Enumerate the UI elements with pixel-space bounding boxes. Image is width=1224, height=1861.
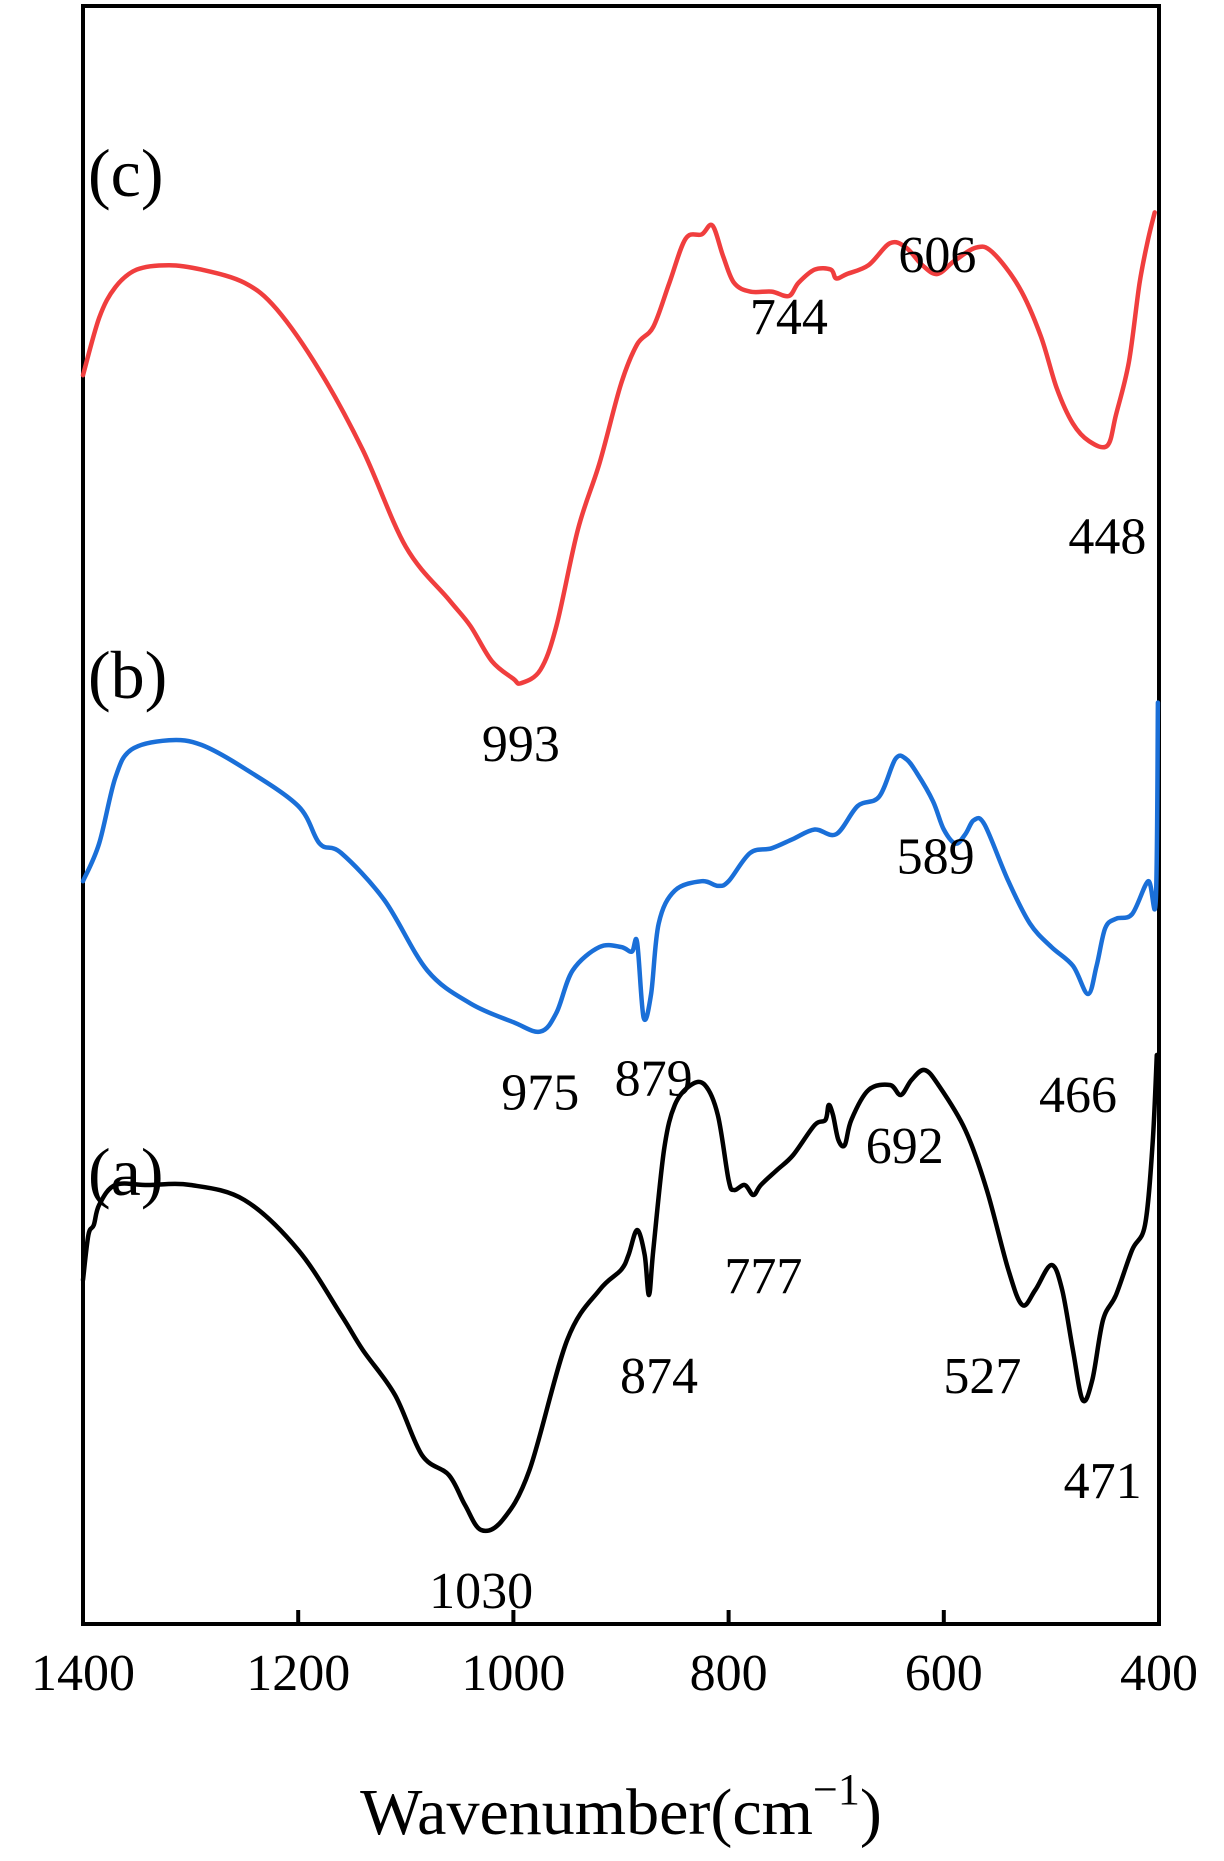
x-axis-title-superscript: −1 [813, 1765, 860, 1814]
x-tick-label-1000: 1000 [461, 1645, 565, 1702]
peak-label-466: 466 [1039, 1067, 1117, 1124]
peak-label-448: 448 [1068, 509, 1146, 566]
x-tick-label-400: 400 [1120, 1645, 1198, 1702]
x-tick-label-1200: 1200 [246, 1645, 350, 1702]
series-line-a [80, 1052, 1160, 1534]
x-tick-label-600: 600 [905, 1645, 983, 1702]
peak-label-993: 993 [482, 716, 560, 773]
series-layer [80, 210, 1161, 1534]
peak-label-589: 589 [897, 829, 975, 886]
series-line-b [80, 700, 1161, 1035]
series-line-c [80, 210, 1157, 686]
x-axis-ticks: 1400 1200 1000 800 600 400 [31, 1610, 1198, 1702]
peak-label-744: 744 [750, 289, 828, 346]
peak-label-874: 874 [620, 1348, 698, 1405]
peak-label-606: 606 [898, 227, 976, 284]
panel-label-c: (c) [88, 135, 163, 211]
peak-label-777: 777 [724, 1248, 802, 1305]
peak-label-692: 692 [866, 1118, 944, 1175]
panel-label-b: (b) [88, 637, 167, 713]
peak-label-879: 879 [615, 1051, 693, 1108]
peak-label-527: 527 [943, 1348, 1021, 1405]
peak-label-471: 471 [1064, 1453, 1142, 1510]
x-tick-label-1400: 1400 [31, 1645, 135, 1702]
x-tick-label-800: 800 [690, 1645, 768, 1702]
x-axis-title: Wavenumber(cm−1) [360, 1765, 882, 1849]
panel-label-a: (a) [88, 1134, 163, 1210]
peak-annotations: 1030 874 777 692 527 471 975 879 589 466 993 744 606… [429, 227, 1146, 1620]
peak-label-975: 975 [501, 1065, 579, 1122]
peak-label-1030: 1030 [429, 1563, 533, 1620]
panel-labels: (a) (b) (c) [88, 135, 167, 1210]
